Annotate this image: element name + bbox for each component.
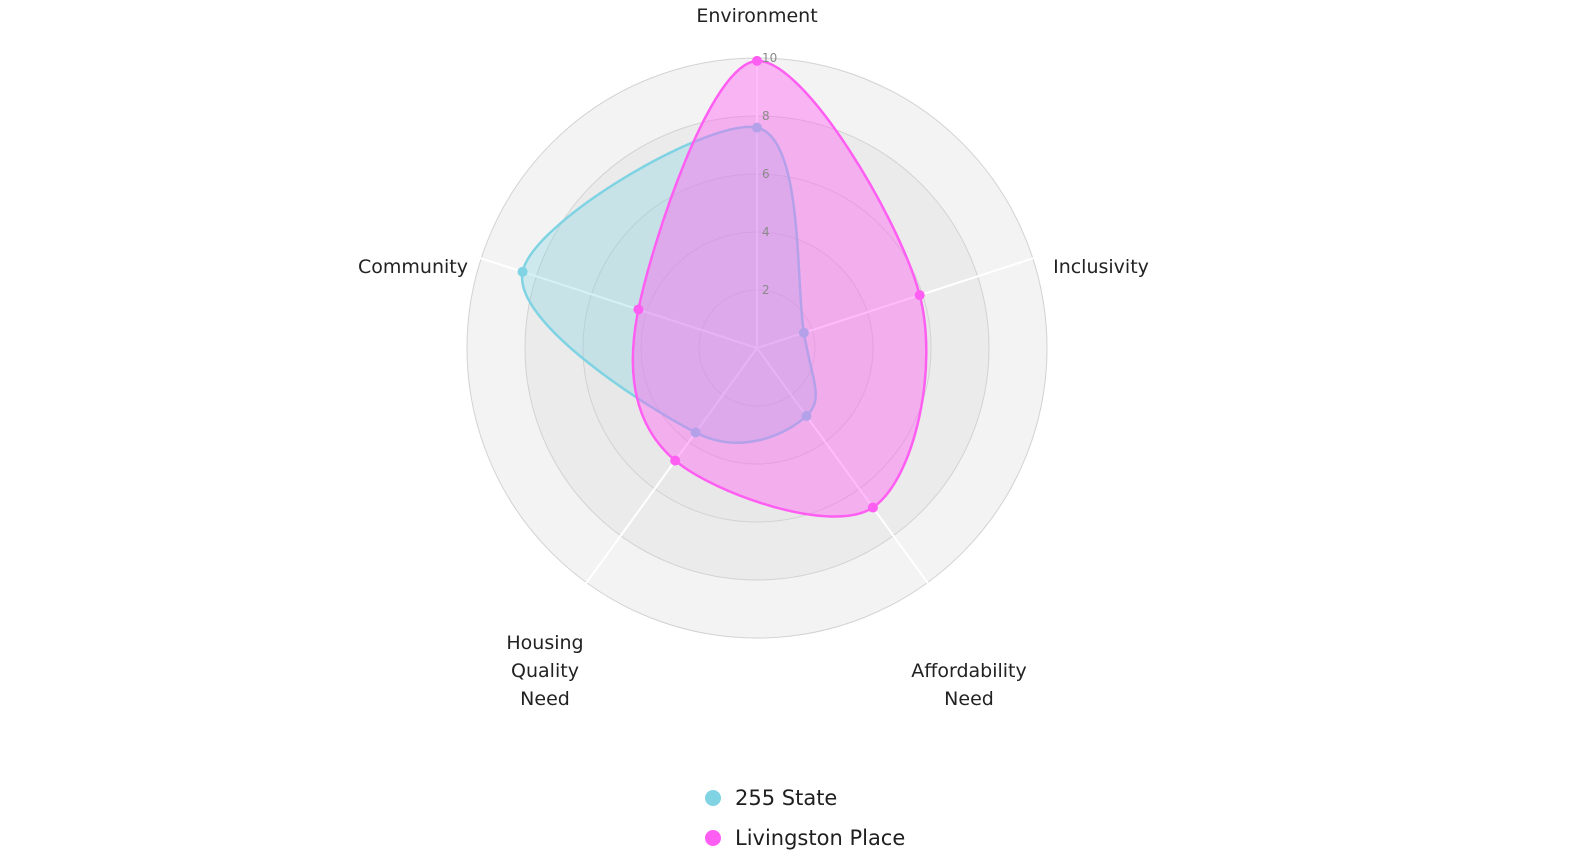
tick-label-2: 2 [762, 283, 770, 297]
legend: 255 State Livingston Place [705, 778, 905, 858]
axis-label-affordability-need: Affordability Need [911, 660, 1026, 710]
series-livingston-place [631, 55, 928, 518]
axis-label-community: Community [358, 256, 468, 278]
axis-label-inclusivity: Inclusivity [1053, 256, 1149, 278]
axis-spoke-affordability-need [756, 347, 946, 608]
axis-label-housing-quality-need: Housing Quality Need [506, 632, 583, 710]
tick-label-6: 6 [762, 167, 770, 181]
legend-item-255-state[interactable]: 255 State [705, 778, 905, 818]
data-point-livingston-place-affordability-need [867, 502, 878, 513]
data-point-livingston-place-housing-quality-need [670, 455, 681, 466]
tick-label-8: 8 [762, 109, 770, 123]
data-point-livingston-place-inclusivity [914, 290, 925, 301]
legend-swatch-livingston-place [705, 830, 721, 846]
data-point-255-state-environment [752, 122, 762, 133]
data-point-255-state-inclusivity [798, 327, 809, 338]
tick-label-10: 10 [762, 51, 777, 65]
data-point-255-state-affordability-need [801, 411, 812, 422]
tick-label-4: 4 [762, 225, 770, 239]
data-point-livingston-place-environment [752, 55, 762, 66]
legend-label-255-state: 255 State [735, 786, 838, 810]
axis-spoke-housing-quality-need [568, 347, 758, 608]
data-point-255-state-community [517, 266, 528, 277]
legend-item-livingston-place[interactable]: Livingston Place [705, 818, 905, 858]
legend-swatch-255-state [705, 790, 721, 806]
series-255-state [517, 122, 817, 444]
legend-label-livingston-place: Livingston Place [735, 826, 906, 850]
axis-label-environment: Environment [696, 5, 817, 27]
series-area-255-state [521, 125, 817, 444]
data-point-255-state-housing-quality-need [690, 427, 701, 438]
data-point-livingston-place-community [633, 304, 644, 315]
axis-spoke-community [452, 248, 758, 349]
series-area-livingston-place [631, 59, 928, 518]
